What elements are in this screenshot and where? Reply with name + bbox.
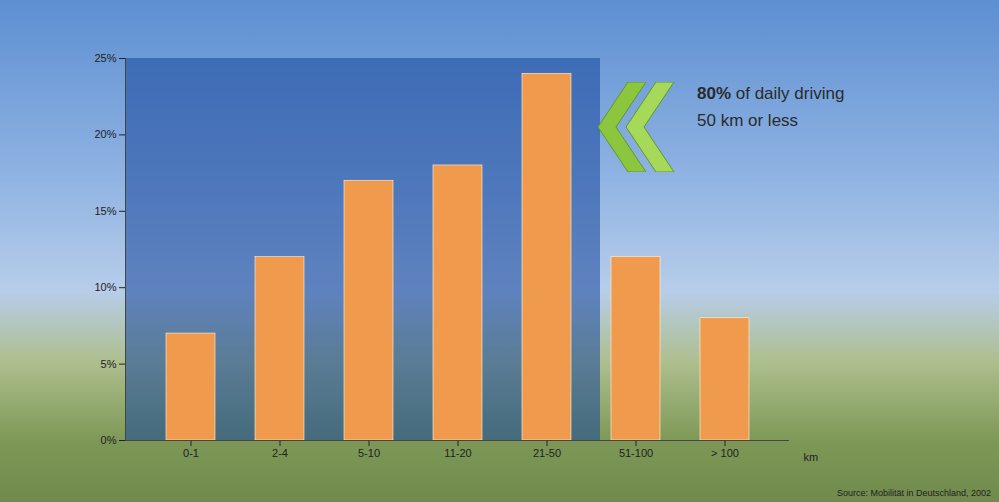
svg-text:20%: 20%	[94, 128, 116, 140]
svg-text:15%: 15%	[94, 205, 116, 217]
svg-text:5-10: 5-10	[358, 447, 380, 459]
svg-text:25%: 25%	[94, 52, 116, 64]
svg-text:0-1: 0-1	[183, 447, 199, 459]
svg-text:11-20: 11-20	[444, 447, 471, 459]
html-text:80% of daily driving: 80% of daily driving	[697, 84, 845, 103]
svg-text:21-50: 21-50	[533, 447, 561, 459]
svg-text:51-100: 51-100	[619, 447, 653, 459]
svg-text:km: km	[804, 451, 819, 463]
svg-text:5%: 5%	[101, 358, 117, 370]
svg-text:0%: 0%	[101, 434, 117, 446]
html-text:Source: Mobilität in Deutschla: Source: Mobilität in Deutschland, 2002	[836, 488, 991, 498]
svg-text:> 100: > 100	[711, 447, 739, 459]
svg-text:10%: 10%	[94, 281, 116, 293]
svg-text:2-4: 2-4	[272, 447, 288, 459]
html-text:50 km or less: 50 km or less	[697, 111, 799, 130]
